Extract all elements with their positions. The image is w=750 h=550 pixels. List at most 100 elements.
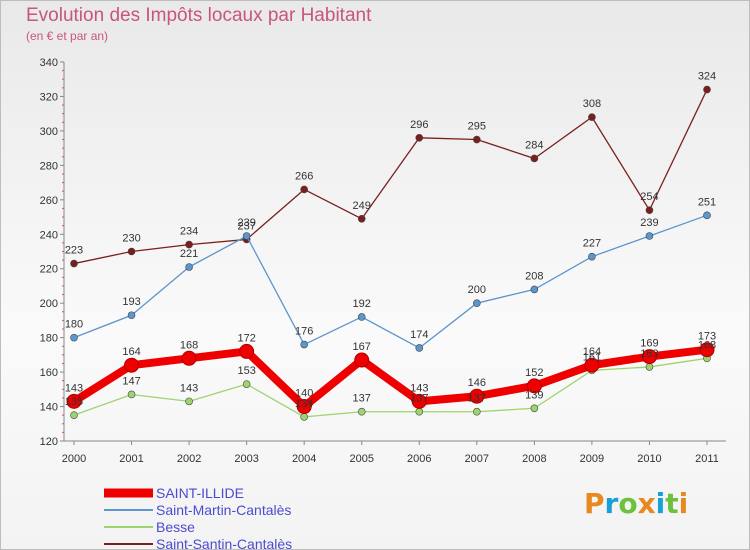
data-point: [473, 135, 481, 144]
logo-letter: i: [678, 487, 689, 520]
data-point: [127, 247, 136, 256]
data-point: [588, 113, 596, 121]
data-point: [296, 399, 312, 415]
data-label: 135: [65, 396, 83, 408]
legend-label: Saint-Martin-Cantalès: [156, 502, 291, 518]
data-point: [530, 154, 539, 163]
data-point: [300, 413, 308, 421]
data-point: [415, 407, 424, 416]
y-tick-label: 280: [40, 160, 58, 172]
x-tick-label: 2003: [234, 453, 258, 465]
y-tick-label: 220: [40, 264, 58, 276]
data-label: 193: [122, 296, 140, 308]
data-point: [70, 411, 78, 419]
data-point: [354, 352, 370, 368]
series-line: [73, 88, 708, 265]
data-label: 143: [65, 382, 83, 394]
data-point: [473, 407, 481, 416]
data-point: [415, 134, 424, 142]
data-label: 254: [640, 191, 658, 203]
data-label: 172: [237, 332, 255, 344]
data-point: [70, 259, 78, 268]
legend-label: Besse: [156, 519, 195, 535]
x-tick-label: 2004: [292, 453, 316, 465]
data-point: [645, 232, 654, 240]
logo-letter: t: [665, 487, 679, 520]
legend-label: SAINT-ILLIDE: [156, 485, 244, 501]
data-label: 223: [65, 245, 83, 257]
data-point: [699, 342, 715, 358]
logo-letter: P: [584, 487, 605, 520]
data-label: 153: [237, 365, 255, 377]
y-tick-label: 200: [40, 298, 58, 310]
data-label: 324: [698, 71, 716, 83]
data-point: [124, 357, 140, 373]
data-point: [185, 263, 193, 271]
data-label: 137: [410, 393, 428, 405]
data-label: 134: [295, 398, 313, 410]
data-label: 140: [295, 388, 313, 400]
data-label: 234: [180, 226, 198, 238]
x-tick-label: 2005: [349, 453, 373, 465]
data-label: 239: [640, 217, 658, 229]
data-label: 249: [353, 200, 371, 212]
legend-label: Saint-Santin-Cantalès: [156, 536, 292, 549]
data-label: 230: [122, 233, 140, 245]
logo-letter: o: [618, 487, 638, 520]
data-label: 227: [583, 238, 601, 250]
data-point: [185, 397, 193, 406]
chart-legend: SAINT-ILLIDESaint-Martin-CantalèsBesseSa…: [104, 485, 292, 549]
data-label: 284: [525, 139, 543, 151]
logo-letter: r: [604, 487, 619, 520]
data-point: [242, 232, 251, 240]
data-label: 169: [640, 338, 658, 350]
data-point: [300, 185, 308, 194]
data-label: 296: [410, 119, 428, 131]
chart-data-labels: 223 230 234 237 266 249 296 295 284 308 254 324 180 1…: [65, 71, 716, 410]
data-label: 146: [468, 377, 486, 389]
data-label: 168: [698, 339, 716, 351]
data-point: [473, 299, 481, 307]
chart-subtitle: (en € et par an): [26, 29, 109, 43]
data-point: [415, 344, 424, 352]
data-point: [357, 214, 366, 223]
data-point: [703, 211, 711, 220]
y-tick-label: 320: [40, 91, 58, 103]
data-point: [66, 393, 82, 409]
data-point: [526, 378, 542, 394]
data-label: 137: [468, 393, 486, 405]
x-tick-label: 2000: [62, 453, 86, 465]
y-tick-label: 300: [40, 126, 58, 138]
data-point: [127, 390, 136, 399]
data-point: [530, 404, 539, 413]
data-label: 200: [468, 284, 486, 296]
data-label: 147: [122, 375, 140, 387]
data-point: [239, 343, 255, 359]
data-label: 237: [237, 220, 255, 232]
data-point: [127, 311, 136, 320]
data-label: 266: [295, 170, 313, 182]
x-tick-label: 2001: [119, 453, 143, 465]
data-point: [641, 349, 657, 365]
data-point: [588, 252, 596, 261]
data-label: 208: [525, 270, 543, 282]
data-label: 137: [353, 393, 371, 405]
chart-series: [66, 85, 715, 421]
data-point: [300, 340, 308, 349]
data-label: 239: [237, 217, 255, 229]
series-line: [73, 214, 708, 349]
x-tick-label: 2006: [407, 453, 431, 465]
x-tick-label: 2007: [465, 453, 489, 465]
data-point: [645, 206, 654, 214]
data-label: 143: [410, 382, 428, 394]
y-tick-label: 260: [40, 195, 58, 207]
data-label: 163: [640, 348, 658, 360]
data-point: [645, 363, 654, 371]
data-label: 174: [410, 329, 428, 341]
data-label: 251: [698, 196, 716, 208]
y-tick-label: 160: [40, 367, 58, 379]
data-point: [703, 85, 711, 94]
logo-letter: i: [655, 487, 666, 520]
data-label: 295: [468, 121, 486, 133]
